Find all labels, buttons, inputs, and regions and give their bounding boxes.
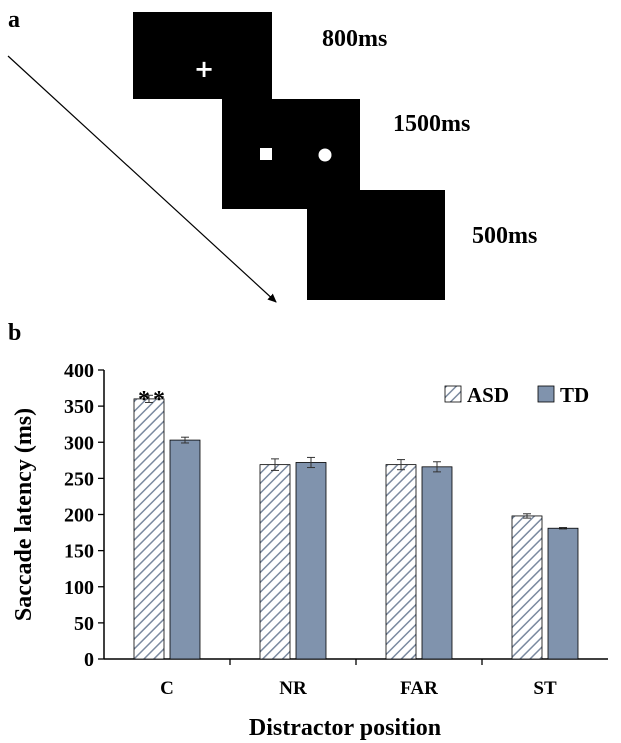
x-category-label: ST [533,678,557,699]
significance-marker: ** [138,387,168,413]
legend-swatch-td [537,385,555,403]
y-tick-label: 250 [64,468,94,490]
duration-label-2: 1500ms [393,111,470,137]
y-tick-label: 50 [74,613,94,635]
legend-label-td: TD [560,383,589,407]
duration-label-3: 500ms [472,223,537,249]
bar-td-far [421,466,453,660]
circle-stimulus-icon [318,148,332,162]
legend-label-asd: ASD [467,383,509,407]
bar-td-c [169,439,201,660]
duration-label-1: 800ms [322,26,387,52]
y-axis-title: Saccade latency (ms) [11,408,37,621]
y-tick-label: 350 [64,396,94,418]
x-category-label: FAR [400,678,438,699]
y-tick-label: 200 [64,505,94,527]
fixation-cross-icon: + [194,55,214,83]
panel-a-label: a [8,7,20,33]
y-tick-label: 100 [64,577,94,599]
y-tick-label: 0 [84,649,94,671]
x-category-label: C [160,678,174,699]
x-axis-title: Distractor position [249,715,441,741]
screen-2 [222,99,360,209]
bar-asd-far [385,464,417,660]
panel-b-label: b [8,320,21,346]
square-stimulus-icon [260,148,272,160]
legend-swatch-asd [444,385,462,403]
bar-td-st [547,527,579,660]
bar-td-nr [295,462,327,660]
bar-asd-st [511,515,543,660]
time-arrow [7,55,277,303]
y-tick-label: 300 [64,432,94,454]
y-tick-label: 150 [64,541,94,563]
bar-asd-c [133,398,165,660]
bar-chart: 0 50 100 150 200 250 300 350 400 C NR FAR ST ** ASD TD S… [11,360,608,741]
y-tick-label: 400 [64,360,94,382]
x-category-label: NR [279,678,307,699]
screen-1 [133,12,272,99]
bar-asd-nr [259,464,291,660]
